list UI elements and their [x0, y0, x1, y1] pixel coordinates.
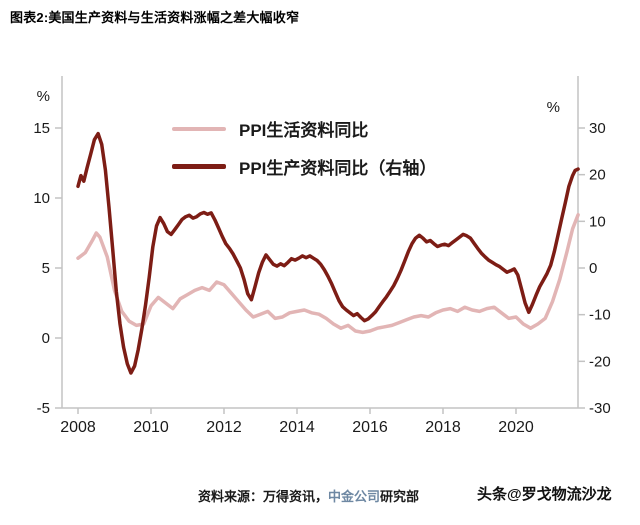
svg-text:-10: -10 [589, 307, 611, 324]
svg-text:-5: -5 [37, 400, 50, 417]
svg-text:2020: 2020 [498, 419, 534, 436]
source-highlight-cicc: 中金公司 [328, 489, 381, 504]
svg-text:0: 0 [589, 260, 597, 277]
svg-text:15: 15 [33, 120, 50, 137]
source-attribution: 资料来源：万得资讯，中金公司研究部 [198, 486, 419, 505]
svg-text:2016: 2016 [352, 419, 388, 436]
svg-text:-30: -30 [589, 400, 611, 417]
legend-line-swatch-life-goods [172, 126, 226, 131]
svg-text:5: 5 [42, 260, 50, 277]
svg-text:2008: 2008 [60, 419, 96, 436]
toutiao-watermark: 头条@罗戈物流沙龙 [477, 486, 612, 503]
source-suffix: 研究部 [380, 489, 420, 504]
svg-text:10: 10 [589, 213, 606, 230]
chart-title: 图表2:美国生产资料与生活资料涨幅之差大幅收窄 [10, 10, 300, 25]
svg-text:%: % [547, 99, 560, 116]
source-prefix: 资料来源：万得资讯， [198, 489, 329, 504]
svg-text:2014: 2014 [279, 419, 315, 436]
svg-text:-20: -20 [589, 353, 611, 370]
svg-text:0: 0 [42, 330, 50, 347]
legend-label-production-goods: PPI生产资料同比（右轴） [239, 159, 437, 178]
legend-label-life-goods: PPI生活资料同比 [239, 121, 369, 140]
svg-text:10: 10 [33, 190, 50, 207]
legend-item-production-goods: PPI生产资料同比（右轴） [172, 154, 436, 179]
legend-item-life-goods: PPI生活资料同比 [172, 116, 436, 141]
svg-text:2012: 2012 [206, 419, 242, 436]
line-chart-canvas: -5 0 5 10 15 -30 -20 -10 0 10 20 30 2008 2010 2012 2014… [33, 76, 611, 436]
svg-text:2010: 2010 [133, 419, 169, 436]
legend-line-swatch-production-goods [172, 164, 226, 169]
svg-text:20: 20 [589, 167, 606, 184]
chart-legend: PPI生活资料同比 PPI生产资料同比（右轴） [172, 116, 436, 179]
svg-text:30: 30 [589, 120, 606, 137]
svg-text:%: % [37, 88, 50, 105]
svg-text:2018: 2018 [425, 419, 461, 436]
